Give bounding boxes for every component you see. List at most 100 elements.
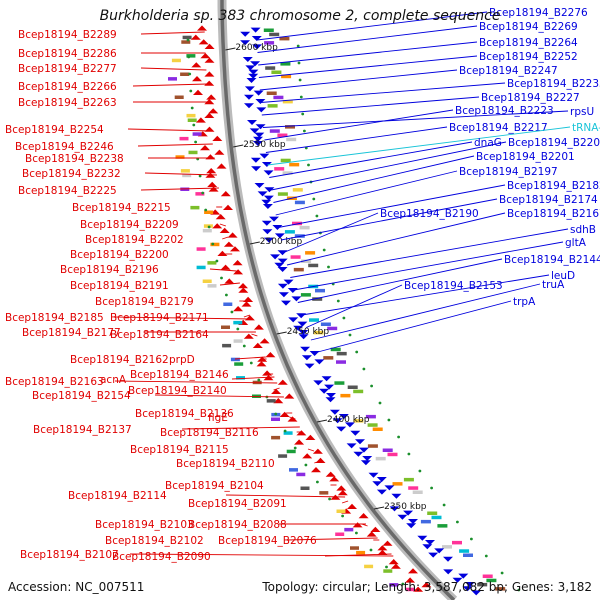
reverse-gene-label: Bcep18194_B2197: [459, 166, 558, 178]
reverse-gene-arrow: [263, 195, 274, 201]
reverse-gene-arrow: [376, 489, 387, 495]
cog-color-block: [204, 210, 214, 214]
reverse-gene-arrow: [403, 510, 414, 516]
feature-dot: [301, 112, 305, 116]
forward-gene-arrow: [256, 361, 267, 367]
cog-color-block: [389, 583, 399, 587]
forward-gene-label: Bcep18194_B2076: [218, 535, 317, 547]
forward-gene-label: Bcep18194_B2179: [95, 296, 194, 308]
forward-gene-label: Bcep18194_B2146: [130, 369, 229, 381]
cog-color-block: [182, 35, 192, 40]
cog-color-block: [442, 545, 452, 549]
cog-color-block: [195, 192, 205, 196]
cog-color-block: [364, 564, 374, 569]
forward-gene-arrow: [232, 260, 243, 266]
cog-color-block: [372, 427, 383, 431]
cog-color-block: [392, 482, 403, 486]
forward-gene-leader: [225, 494, 346, 498]
cog-color-block: [356, 550, 366, 555]
reverse-gene-arrow: [254, 132, 265, 138]
forward-gene-arrow: [273, 398, 284, 404]
forward-gene-arrow: [296, 430, 307, 436]
forward-gene-arrow: [421, 582, 432, 588]
forward-gene-arrow: [337, 490, 348, 496]
feature-dot: [249, 361, 253, 365]
cog-color-block: [431, 515, 442, 520]
cog-color-block: [233, 320, 243, 325]
reverse-gene-arrow: [300, 346, 311, 352]
reverse-gene-label: Bcep18194_B2276: [489, 7, 588, 19]
feature-dot: [336, 299, 340, 303]
forward-gene-arrow: [279, 411, 290, 417]
forward-gene-label: Bcep18194_B2215: [72, 202, 171, 214]
cog-color-block: [336, 360, 346, 364]
reverse-gene-arrow: [428, 552, 439, 558]
reverse-gene-arrow: [336, 426, 347, 432]
reverse-gene-arrow: [358, 447, 369, 453]
reverse-gene-arrow: [252, 44, 263, 50]
forward-gene-leader: [209, 268, 237, 272]
kbp-tick-mark: [316, 419, 328, 423]
forward-gene-arrow: [212, 223, 223, 229]
cog-color-block: [286, 449, 296, 454]
feature-dot: [315, 214, 319, 218]
reverse-gene-arrow: [247, 120, 257, 125]
feature-dot: [470, 537, 473, 541]
forward-gene-arrow: [220, 191, 231, 197]
cog-color-block: [271, 435, 281, 440]
feature-dot: [242, 344, 246, 348]
forward-gene-arrow: [224, 278, 235, 284]
cog-color-block: [336, 509, 346, 513]
cog-color-block: [192, 132, 202, 136]
rna-gene-label: tRNA-Met5: [572, 122, 600, 134]
reverse-gene-arrow: [244, 103, 254, 109]
rna-gene-leader: [267, 126, 571, 166]
reverse-gene-label: Bcep18194_B2217: [449, 122, 548, 134]
feature-dot: [190, 106, 194, 110]
reverse-gene-arrow: [288, 317, 299, 323]
cog-color-block: [289, 468, 298, 472]
cog-color-block: [292, 221, 302, 226]
backbone-line: [220, 0, 456, 600]
forward-gene-arrow: [227, 232, 238, 238]
reverse-gene-arrow: [274, 262, 285, 268]
reverse-gene-arrow: [252, 141, 263, 146]
reverse-gene-arrow: [261, 162, 272, 167]
cog-color-block: [282, 171, 293, 175]
cog-color-block: [300, 293, 311, 297]
forward-gene-label: Bcep18194_B2110: [176, 458, 275, 470]
topology-label: Topology: circular; Length: 3,587,082 bp…: [262, 580, 592, 594]
forward-gene-arrow: [253, 324, 264, 330]
reverse-gene-leader: [310, 283, 541, 341]
reverse-gene-arrow: [346, 443, 357, 449]
forward-gene-arrow: [220, 264, 231, 270]
reverse-gene-arrow: [249, 128, 260, 134]
feature-dot: [297, 61, 301, 65]
forward-gene-arrow: [377, 545, 388, 551]
forward-gene-arrow: [207, 181, 218, 187]
reverse-gene-arrow: [452, 577, 463, 583]
cog-color-block: [412, 490, 423, 494]
forward-gene-label: Bcep18194_B2286: [18, 48, 117, 60]
feature-dot: [274, 412, 278, 416]
cog-color-block: [210, 242, 220, 247]
reverse-gene-label: dnaG: [474, 137, 502, 149]
feature-dot: [456, 520, 459, 524]
reverse-gene-arrow: [263, 170, 274, 176]
reverse-gene-arrow: [443, 569, 454, 575]
reverse-gene-leader: [256, 11, 488, 41]
reverse-gene-arrow: [248, 69, 259, 75]
reverse-gene-arrow: [362, 456, 373, 461]
forward-gene-label: Bcep18194_B2136: [135, 408, 234, 420]
reverse-gene-arrow: [261, 220, 272, 226]
cog-color-block: [278, 454, 288, 458]
reverse-gene-arrow: [283, 279, 294, 285]
reverse-gene-arrow: [425, 540, 435, 545]
kbp-tick-mark: [374, 506, 385, 510]
forward-gene-arrow: [243, 296, 254, 302]
forward-gene-leader: [314, 460, 321, 464]
forward-gene-label: Bcep18194_B2185: [5, 312, 104, 324]
kbp-tick-label: 2500 kbp: [260, 237, 303, 247]
reverse-gene-arrow: [250, 61, 261, 67]
